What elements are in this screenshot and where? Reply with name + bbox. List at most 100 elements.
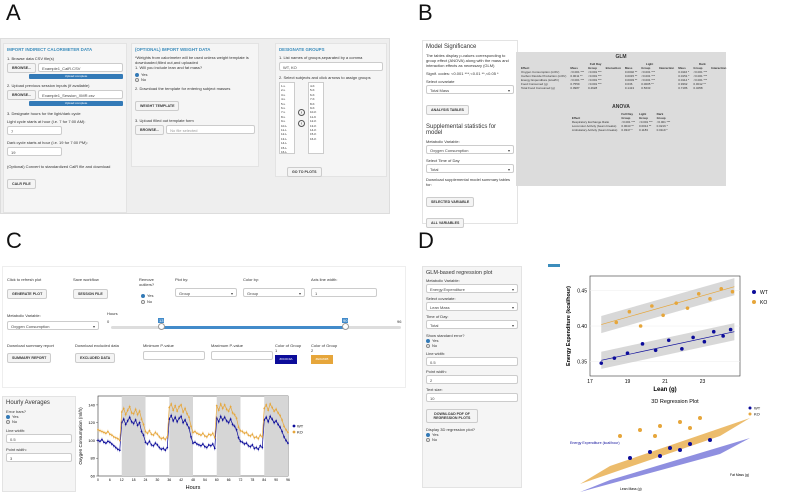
- linewidth-input[interactable]: 0.5: [6, 434, 72, 443]
- arrow-right-icon[interactable]: ›: [298, 109, 305, 116]
- yes-radio[interactable]: [135, 72, 139, 77]
- plotby-select[interactable]: Group ▾: [175, 288, 237, 297]
- excluded-data-button[interactable]: EXCLUDED DATA: [75, 353, 116, 363]
- subject-item[interactable]: 2-L: [281, 88, 286, 93]
- subject-item[interactable]: 16-L: [281, 150, 288, 155]
- d-met-select[interactable]: Energy.Expenditure ▾: [426, 284, 518, 293]
- d-lw-input[interactable]: 0.5: [426, 357, 518, 366]
- arrow-left-icon[interactable]: ‹: [298, 120, 305, 127]
- groups-input[interactable]: WT, KO: [279, 62, 383, 71]
- download-pdf-button[interactable]: DOWNLOAD PDF OF REGRESSION PLOTS: [426, 409, 478, 423]
- colorby-select[interactable]: Group ▾: [243, 288, 305, 297]
- light-input[interactable]: 7: [7, 126, 62, 135]
- no-radio[interactable]: [135, 77, 139, 82]
- subject-item[interactable]: 13-K: [310, 123, 317, 128]
- metabolic-select[interactable]: Oxygen Consumption ▾: [426, 145, 514, 154]
- assigned-list[interactable]: 4-K 5-K 6-K 7-K 8-K 9-K 10-K 11-K 12-K 13-K 14-K 15…: [308, 82, 324, 154]
- subject-item[interactable]: 13-L: [281, 136, 288, 141]
- unassigned-list[interactable]: 1-L 2-L 3-L 4-L 5-L 6-L 7-L 8-L 9-L 10-L 11-L 12-L 1…: [279, 82, 295, 154]
- data-point: [719, 287, 724, 291]
- goto-plots-button[interactable]: GO TO PLOTS: [287, 167, 322, 177]
- subject-item[interactable]: 5-K: [310, 88, 315, 93]
- tod-select[interactable]: Total ▾: [426, 164, 514, 173]
- subject-item[interactable]: 10-K: [310, 110, 317, 115]
- analysis-tables-button[interactable]: ANALYSIS TABLES: [426, 105, 469, 115]
- generate-plot-button[interactable]: GENERATE PLOT: [7, 289, 48, 299]
- data-point: [259, 444, 262, 447]
- outlier-no-radio[interactable]: [141, 299, 145, 304]
- summary-report-button[interactable]: SUMMARY REPORT: [7, 353, 52, 363]
- file2-field[interactable]: Example1_Session_XMR.csv: [38, 90, 123, 99]
- subject-item[interactable]: 7-L: [281, 110, 286, 115]
- browse-button[interactable]: BROWSE...: [7, 63, 37, 73]
- subject-item[interactable]: 11-K: [310, 114, 317, 119]
- all-variables-button[interactable]: ALL VARIABLES: [426, 218, 465, 228]
- subject-item[interactable]: 9-L: [281, 119, 286, 124]
- data-point: [281, 430, 283, 433]
- subject-item[interactable]: 10-L: [281, 123, 288, 128]
- weight-file-field[interactable]: No file selected: [166, 125, 255, 134]
- subject-item[interactable]: 8-K: [310, 101, 315, 106]
- pointwidth-input[interactable]: 3: [6, 453, 72, 462]
- data-point: [174, 416, 177, 419]
- data-point: [283, 435, 285, 438]
- subject-item[interactable]: 6-K: [310, 92, 315, 97]
- d3-yes-radio[interactable]: [426, 432, 430, 437]
- outlier-yes-radio[interactable]: [141, 293, 145, 298]
- data-point: [136, 424, 139, 427]
- data-point: [118, 449, 121, 452]
- slider-handle-low[interactable]: [158, 323, 165, 330]
- met-select[interactable]: Oxygen Consumption ▾: [7, 321, 99, 330]
- session-file-button[interactable]: SESSION FILE: [73, 289, 108, 299]
- subject-item[interactable]: 12-L: [281, 132, 288, 137]
- err-yes-radio[interactable]: [6, 414, 10, 419]
- subject-item[interactable]: 8-L: [281, 114, 286, 119]
- data-point: [154, 431, 157, 434]
- err-no-radio[interactable]: [6, 419, 10, 424]
- subject-item[interactable]: 3-L: [281, 92, 286, 97]
- subject-item[interactable]: 15-K: [310, 132, 317, 137]
- subject-item[interactable]: 14-K: [310, 128, 317, 133]
- max-p-input[interactable]: [211, 351, 273, 360]
- data-point: [267, 420, 270, 423]
- subject-item[interactable]: 14-L: [281, 141, 288, 146]
- dark-input[interactable]: 19: [7, 147, 62, 156]
- data-point: [180, 415, 183, 418]
- subject-item[interactable]: 15-L: [281, 145, 288, 150]
- calr-file-button[interactable]: CALR FILE: [7, 179, 36, 189]
- subject-item[interactable]: 4-K: [310, 84, 315, 88]
- subject-item[interactable]: 12-K: [310, 119, 317, 124]
- se-no-radio[interactable]: [426, 343, 430, 348]
- browse-session-button[interactable]: BROWSE...: [7, 90, 37, 100]
- data-point: [132, 422, 135, 425]
- axis-input[interactable]: 1: [311, 288, 377, 297]
- subject-item[interactable]: 6-L: [281, 106, 286, 111]
- groups-panel: DESIGNATE GROUPS 1. List names of groups…: [275, 43, 387, 177]
- plot3d-x-label: Lean Mass (g): [620, 487, 642, 491]
- d-font-input[interactable]: 10: [426, 393, 518, 402]
- subject-item[interactable]: 1-L: [281, 84, 286, 88]
- dark-cycle-band: [121, 396, 146, 476]
- data-point: [696, 292, 701, 296]
- subject-item[interactable]: 11-L: [281, 128, 287, 133]
- d-tod-select[interactable]: Total ▾: [426, 320, 518, 329]
- d-cov-select[interactable]: Lean Mass ▾: [426, 302, 518, 311]
- covariate-select[interactable]: Total Mass ▾: [426, 85, 514, 94]
- min-p-input[interactable]: [143, 351, 205, 360]
- file1-field[interactable]: Example1_CalR.CSV: [38, 63, 123, 72]
- color2-swatch[interactable]: #E6A63B: [311, 355, 333, 364]
- subject-item[interactable]: 4-L: [281, 97, 286, 102]
- subject-item[interactable]: 5-L: [281, 101, 286, 106]
- subject-item[interactable]: 16-K: [310, 136, 317, 141]
- subject-item[interactable]: 9-K: [310, 106, 315, 111]
- browse-weight-button[interactable]: BROWSE...: [135, 125, 165, 135]
- weight-template-button[interactable]: WEIGHT TEMPLATE: [135, 101, 180, 111]
- d3-no-radio[interactable]: [426, 437, 430, 442]
- color1-swatch[interactable]: #0C0C9A: [275, 355, 297, 364]
- selected-variable-button[interactable]: SELECTED VARIABLE: [426, 197, 475, 207]
- d-pw-input[interactable]: 2: [426, 375, 518, 384]
- slider-handle-high[interactable]: [342, 323, 349, 330]
- se-yes-radio[interactable]: [426, 338, 430, 343]
- subject-item[interactable]: 7-K: [310, 97, 315, 102]
- legend-label: WT: [754, 406, 761, 411]
